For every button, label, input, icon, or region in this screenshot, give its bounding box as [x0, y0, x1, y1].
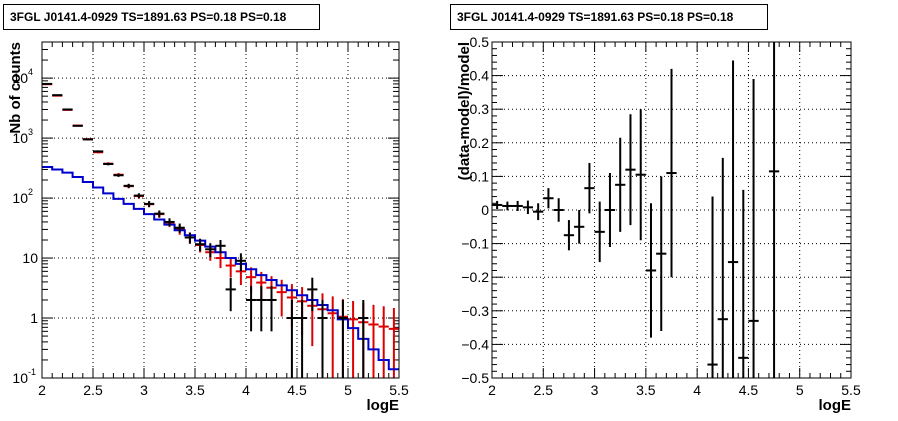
- x-tick-label: 3.5: [636, 382, 656, 398]
- x-axis-title: logE: [819, 397, 852, 414]
- y-tick-exponent: -1: [28, 367, 36, 377]
- x-tick-label: 4.5: [287, 382, 307, 398]
- x-tick-label: 3: [140, 382, 148, 398]
- x-tick-label: 2.5: [534, 382, 554, 398]
- y-tick-label: −0.1: [461, 236, 489, 252]
- y-tick-label: 10: [12, 70, 28, 86]
- y-tick-exponent: 2: [28, 187, 33, 197]
- plot-frame: [491, 41, 852, 379]
- y-tick-label: 10: [12, 370, 28, 386]
- y-tick-label: 10: [22, 250, 38, 266]
- right-panel-title: 3FGL J0141.4-0929 TS=1891.63 PS=0.18 PS=…: [450, 4, 768, 30]
- y-tick-label: 10: [12, 130, 28, 146]
- left-panel-title: 3FGL J0141.4-0929 TS=1891.63 PS=0.18 PS=…: [3, 4, 320, 30]
- x-axis-title: logE: [367, 397, 400, 414]
- x-tick-label: 5.5: [389, 382, 409, 398]
- source-model-step-line: [42, 165, 399, 371]
- x-tick-label: 3: [591, 382, 599, 398]
- x-tick-label: 2.5: [83, 382, 103, 398]
- y-axis-title: Nb of counts: [7, 42, 24, 134]
- x-tick-label: 2: [488, 382, 496, 398]
- x-tick-label: 3.5: [185, 382, 205, 398]
- x-tick-label: 4: [242, 382, 250, 398]
- y-tick-label: −0.4: [461, 336, 489, 352]
- y-tick-label: 10: [12, 190, 28, 206]
- y-tick-exponent: 3: [28, 127, 33, 137]
- y-tick-label: −0.2: [461, 269, 489, 285]
- x-tick-label: 5: [796, 382, 804, 398]
- y-tick-label: 1: [30, 310, 38, 326]
- y-tick-label: 0.3: [470, 101, 490, 117]
- x-tick-label: 4.5: [739, 382, 759, 398]
- x-tick-label: 2: [38, 382, 46, 398]
- y-tick-label: −0.5: [461, 370, 489, 386]
- y-tick-label: 0.2: [470, 135, 490, 151]
- residual-panel: 2 2.5 3 3.5 4 4.5 5 5.5 −0.5 −0.4 −0.3 −0.2 −0.1 0 0.1…: [456, 34, 861, 414]
- y-axis-title: (data-model)/model: [456, 42, 473, 180]
- y-tick-label: 0: [481, 202, 489, 218]
- y-tick-label: −0.3: [461, 303, 489, 319]
- y-tick-exponent: 4: [28, 67, 33, 77]
- y-tick-label: 0.5: [470, 34, 490, 50]
- y-tick-label: 0.1: [470, 168, 490, 184]
- y-tick-label: 0.4: [470, 68, 490, 84]
- x-tick-label: 4: [693, 382, 701, 398]
- plot-frame: [41, 41, 400, 379]
- x-tick-label: 5.5: [841, 382, 861, 398]
- x-tick-label: 5: [344, 382, 352, 398]
